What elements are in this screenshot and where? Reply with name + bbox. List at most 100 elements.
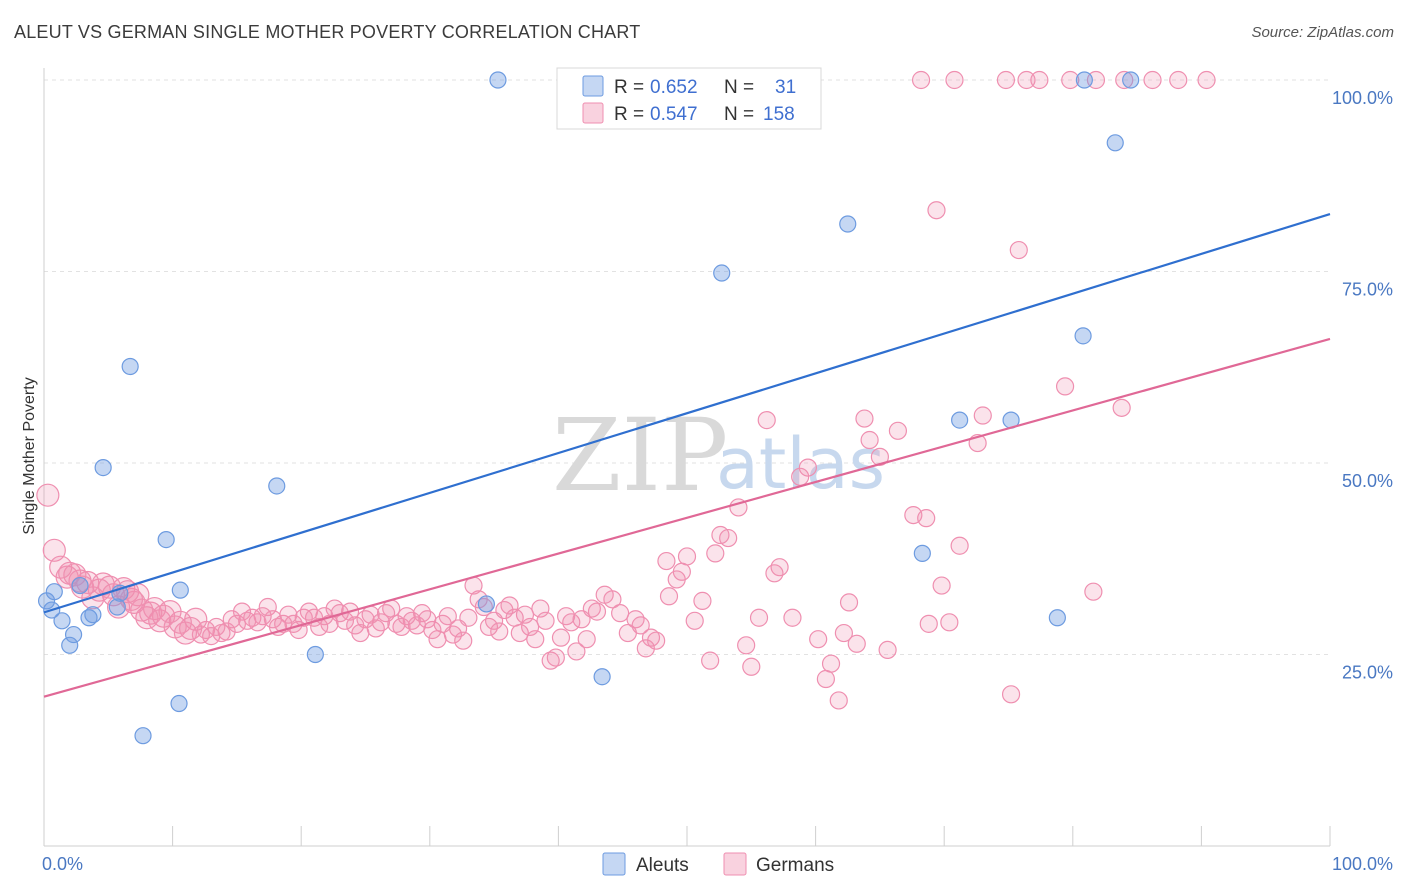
aleuts-point-27: [1048, 609, 1066, 627]
legend-swatch-aleuts: [582, 75, 604, 97]
stats-legend-box: [556, 67, 822, 130]
germans-point-158: [940, 613, 959, 632]
tick-labels: 25.0% 50.0% 75.0% 100.0% 0.0% 100.0%: [42, 88, 1393, 874]
germans-point-100: [541, 651, 560, 670]
germans-point-139: [798, 458, 817, 477]
germans-point-127: [706, 544, 725, 563]
germans-point-0: [36, 483, 60, 507]
germans-point-90: [490, 622, 509, 641]
germans-point-149: [870, 447, 890, 466]
germans-point-109: [587, 602, 607, 621]
germans-point-124: [685, 611, 704, 630]
watermark-zip: ZIP: [552, 397, 728, 514]
aleuts-point-21: [593, 668, 611, 686]
germans-point-129: [719, 528, 738, 548]
germans-point-105: [567, 642, 586, 661]
aleuts-point-29: [1075, 71, 1093, 89]
germans-point-55: [310, 617, 329, 637]
germans-point-125: [693, 591, 712, 610]
germans-point-154: [911, 70, 931, 90]
germans-point-159: [945, 70, 964, 90]
legend-n-value-germans: 158: [763, 104, 795, 125]
germans-point-156: [927, 201, 946, 220]
germans-point-173: [1115, 70, 1134, 90]
watermark: ZIP atlas: [552, 397, 885, 514]
y-tick-label-25: 25.0%: [1342, 663, 1393, 683]
germans-point-172: [1112, 398, 1131, 417]
germans-point-145: [839, 593, 859, 612]
germans-point-170: [1084, 582, 1103, 601]
germans-point-143: [829, 691, 848, 710]
aleuts-trend-line: [43, 212, 1331, 614]
germans-point-123: [677, 547, 697, 566]
germans-point-111: [603, 590, 622, 609]
germans-point-31: [184, 607, 208, 631]
germans-point-157: [932, 576, 951, 595]
aleuts-point-3: [53, 612, 71, 630]
bottom-legend-swatch-germans: [723, 852, 747, 876]
aleuts-point-24: [913, 544, 931, 562]
bottom-legend-label-aleuts: Aleuts: [636, 855, 689, 876]
germans-point-116: [636, 639, 655, 658]
aleuts-point-20: [489, 71, 507, 89]
germans-point-136: [770, 558, 789, 577]
legend-r-label-aleuts: R =: [614, 77, 644, 98]
germans-trend-line: [43, 337, 1331, 698]
aleuts-point-28: [1074, 327, 1092, 345]
legend-r-value-aleuts: 0.652: [650, 77, 698, 98]
aleuts-point-6: [71, 576, 89, 595]
germans-point-107: [577, 630, 596, 649]
germans-point-97: [526, 630, 545, 649]
aleuts-points: [37, 71, 1140, 745]
aleuts-point-16: [170, 694, 188, 713]
germans-point-147: [855, 409, 874, 428]
germans-point-169: [1061, 70, 1080, 90]
aleuts-point-17: [268, 477, 286, 495]
germans-point-153: [917, 509, 936, 528]
germans-point-84: [459, 608, 478, 627]
germans-point-142: [821, 654, 841, 673]
germans-point-126: [701, 651, 720, 670]
y-tick-label-50: 50.0%: [1342, 471, 1393, 491]
germans-point-101: [546, 648, 565, 667]
aleuts-point-18: [306, 645, 324, 664]
axes: [43, 68, 1331, 847]
germans-point-166: [1017, 70, 1036, 90]
aleuts-point-4: [61, 636, 79, 654]
germans-point-118: [647, 631, 666, 650]
germans-point-122: [672, 562, 691, 581]
aleuts-point-23: [839, 215, 857, 233]
legend-n-value-aleuts: 31: [775, 77, 796, 98]
germans-point-146: [847, 634, 866, 653]
germans-point-155: [919, 614, 938, 633]
germans-point-80: [438, 607, 457, 626]
germans-point-77: [423, 620, 442, 640]
germans-point-150: [878, 640, 897, 660]
aleuts-point-31: [1122, 71, 1140, 89]
germans-point-176: [1197, 70, 1216, 90]
aleuts-point-2: [45, 583, 63, 601]
aleuts-point-12: [121, 357, 139, 376]
aleuts-point-5: [64, 625, 83, 644]
trend-lines: [43, 212, 1331, 698]
germans-point-167: [1030, 70, 1049, 90]
germans-point-23: [142, 596, 167, 621]
aleuts-point-30: [1106, 134, 1124, 152]
germans-point-134: [757, 411, 776, 430]
germans-point-175: [1169, 70, 1188, 90]
stats-legend: R = 0.652 N = 31 R = 0.547 N = 158: [556, 67, 822, 130]
germans-point-83: [454, 631, 473, 650]
aleuts-point-19: [477, 595, 495, 613]
germans-point-94: [510, 623, 529, 643]
germans-point-119: [657, 551, 676, 571]
germans-point-163: [996, 70, 1016, 90]
germans-point-102: [551, 628, 571, 647]
germans-point-168: [1055, 377, 1075, 396]
legend-r-value-germans: 0.547: [650, 104, 698, 125]
bottom-legend: Aleuts Germans: [602, 852, 834, 876]
germans-point-70: [387, 614, 406, 633]
germans-point-78: [428, 630, 447, 649]
germans-point-141: [816, 669, 835, 689]
germans-point-40: [232, 602, 252, 621]
germans-point-164: [1001, 685, 1021, 704]
